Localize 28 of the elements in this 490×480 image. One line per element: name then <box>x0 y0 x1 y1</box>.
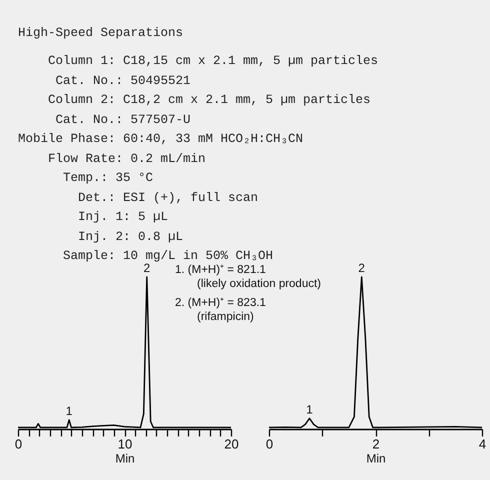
text: Cat. No.: 50495521 <box>54 72 192 90</box>
text: 1. (M+H)⁺ = 821.1 <box>175 263 267 277</box>
text: Flow Rate: 0.2 mL/min <box>47 150 207 168</box>
annotation: 2. (M+H)⁺ = 823.1 <box>175 296 267 310</box>
text: Sample: 10 mg/L in 50% CH₃OH <box>63 249 274 263</box>
text: Det.: ESI (+), full scan <box>77 190 260 206</box>
text: Column 2: C18,2 cm x 2.1 mm, 5 µm particles <box>47 92 372 109</box>
text: Mobile Phase: 60:40, 33 mM HCO₂H:CH₃CN <box>18 131 304 148</box>
text: Inj. 2: 0.8 µL <box>77 228 184 246</box>
x-axis-title: Min <box>366 452 386 466</box>
annotation: (likely oxidation product) <box>196 277 322 291</box>
text: Column 1: C18,15 cm x 2.1 mm, 5 µm particles <box>47 53 378 70</box>
x-tick-label: 0 <box>266 436 274 452</box>
x-tick-label: 0 <box>14 436 22 452</box>
annotation: 1 <box>306 402 314 416</box>
x-tick-label: 2 <box>372 436 380 452</box>
chart-title: High-Speed Separations <box>18 26 184 40</box>
x-axis-title: Min <box>115 452 135 466</box>
annotation: (rifampicin) <box>196 310 255 324</box>
text: Temp.: 35 °C <box>62 170 154 187</box>
annotation: 1 <box>66 404 73 418</box>
x-tick-label: 4 <box>478 436 486 452</box>
x-tick-label: 10 <box>118 436 132 452</box>
annotation: 2 <box>144 261 151 275</box>
x-tick-label: 20 <box>224 436 239 452</box>
text: Cat. No.: 577507-U <box>54 112 192 128</box>
text: Inj. 1: 5 µL <box>77 209 170 226</box>
annotation: 2 <box>358 261 366 275</box>
